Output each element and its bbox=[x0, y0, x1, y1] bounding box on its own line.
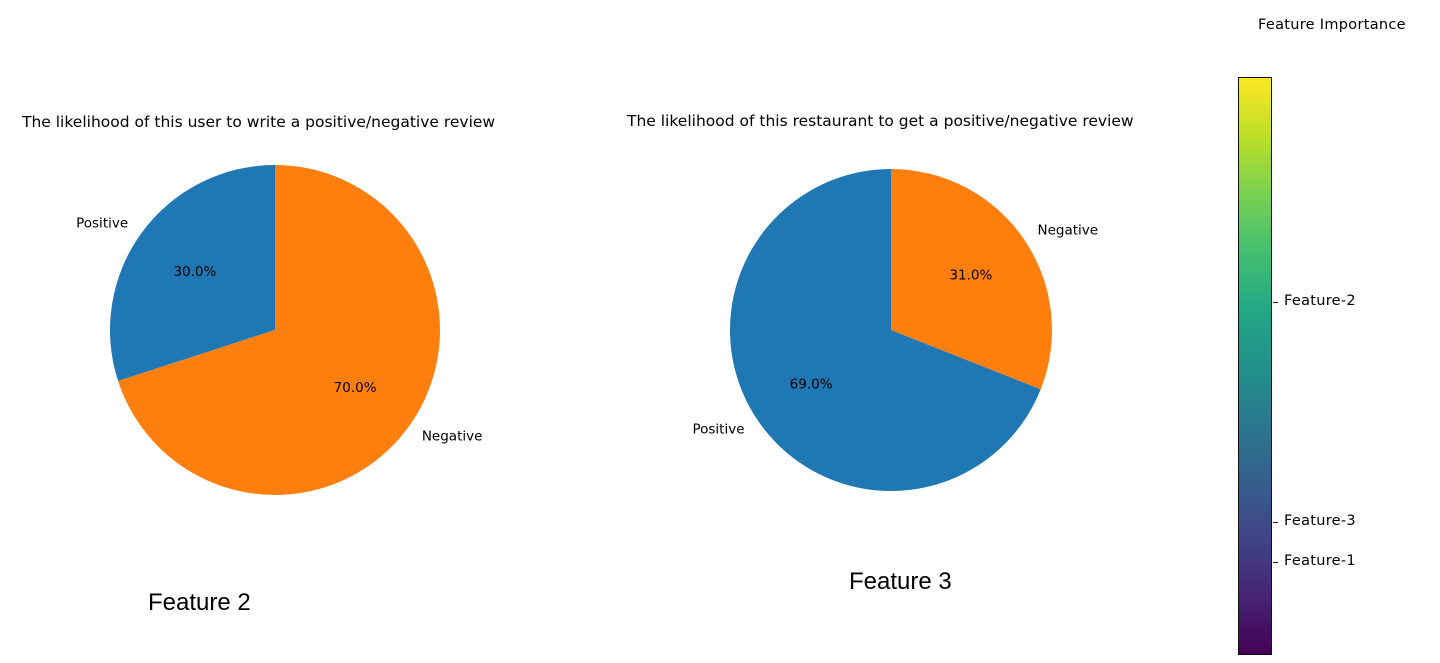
tick-label: Feature-1 bbox=[1284, 553, 1356, 569]
tick-mark bbox=[1273, 521, 1278, 523]
colorbar-title: Feature Importance bbox=[1258, 17, 1406, 33]
chart-title-restaurant: The likelihood of this restaurant to get… bbox=[627, 112, 1134, 130]
tick-label: Feature-2 bbox=[1284, 293, 1356, 309]
caption-feature-3: Feature 3 bbox=[849, 568, 952, 595]
pie-chart-restaurant: 69.0% Positive 31.0% Negative bbox=[692, 169, 1098, 491]
pie-category-label-negative: Negative bbox=[1037, 222, 1098, 238]
colorbar-viridis bbox=[1238, 77, 1272, 655]
pie-pct-label-negative: 70.0% bbox=[334, 380, 377, 396]
tick-mark bbox=[1273, 301, 1278, 303]
pie-slice-positive bbox=[729, 169, 1041, 491]
pie-chart-user: 30.0% Positive 70.0% Negative bbox=[76, 165, 483, 495]
pie-pct-label-positive: 30.0% bbox=[173, 264, 216, 280]
pie-slice-positive bbox=[109, 165, 276, 381]
pie-category-label-positive: Positive bbox=[76, 215, 128, 231]
chart-title-user: The likelihood of this user to write a p… bbox=[22, 113, 496, 131]
caption-feature-2: Feature 2 bbox=[148, 589, 251, 616]
tick-mark bbox=[1273, 561, 1278, 563]
pie-slice-negative bbox=[118, 165, 441, 495]
tick-label: Feature-3 bbox=[1284, 513, 1356, 529]
pie-category-label-negative: Negative bbox=[422, 429, 483, 445]
pie-slice-negative bbox=[891, 169, 1052, 390]
pie-category-label-positive: Positive bbox=[692, 422, 744, 438]
pie-pct-label-positive: 69.0% bbox=[790, 376, 833, 392]
pie-pct-label-negative: 31.0% bbox=[949, 268, 992, 284]
